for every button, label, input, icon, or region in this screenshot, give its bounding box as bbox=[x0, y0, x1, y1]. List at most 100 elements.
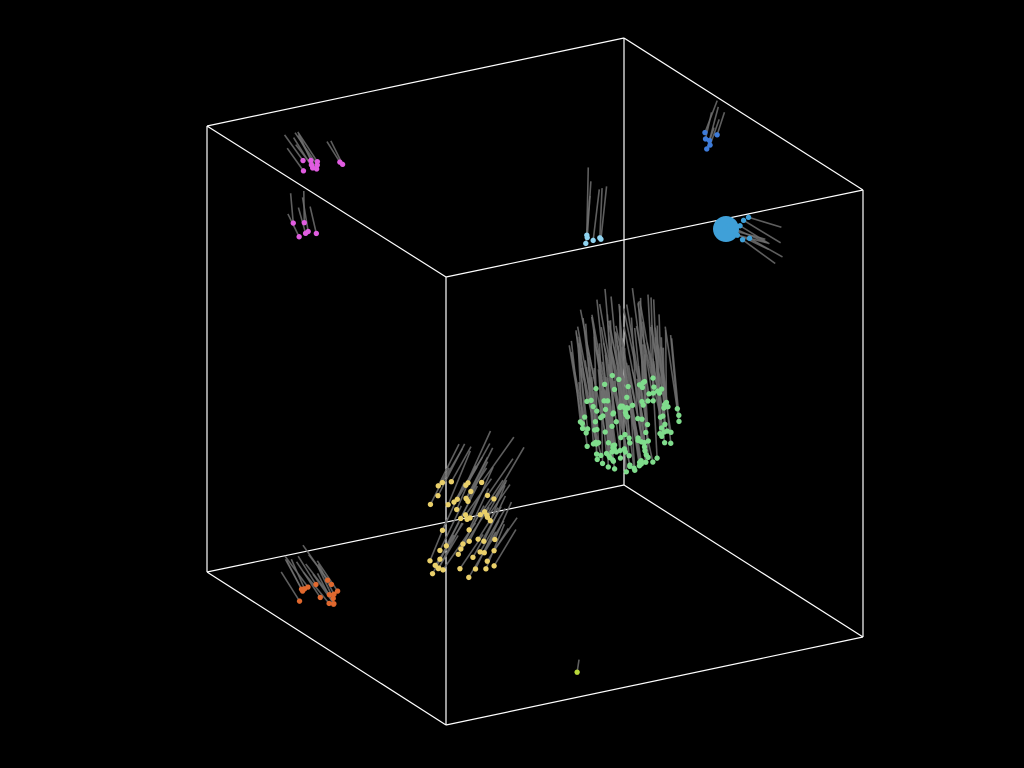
particle-point bbox=[658, 425, 665, 431]
particle-point bbox=[300, 157, 306, 164]
particle-point bbox=[635, 415, 641, 422]
particle-point bbox=[475, 536, 481, 542]
particle-point bbox=[613, 419, 619, 425]
particle-point bbox=[466, 527, 472, 533]
particle-trail bbox=[606, 314, 614, 414]
particle-point bbox=[313, 581, 319, 588]
particle-point bbox=[654, 455, 660, 461]
particle-trail bbox=[464, 478, 493, 516]
green-cluster bbox=[577, 372, 682, 475]
particle-point bbox=[302, 230, 309, 237]
blue-cluster bbox=[702, 129, 720, 152]
particle-point bbox=[334, 588, 341, 594]
particle-point bbox=[296, 234, 302, 240]
particle-point bbox=[458, 515, 464, 522]
particle-point bbox=[658, 386, 665, 392]
particle-point bbox=[625, 383, 631, 390]
particle-trail bbox=[429, 517, 449, 562]
particle-point bbox=[484, 512, 490, 518]
particle-point bbox=[660, 413, 666, 419]
particle-point bbox=[610, 457, 616, 463]
particle-trail bbox=[621, 346, 626, 449]
particle-point bbox=[643, 429, 649, 436]
particle-point bbox=[437, 556, 443, 562]
particle-trail bbox=[280, 571, 301, 602]
particle-trail bbox=[641, 321, 649, 402]
front-bottom-edge bbox=[445, 636, 864, 726]
particle-point bbox=[301, 219, 307, 226]
particle-point bbox=[746, 235, 753, 242]
cyan-cluster bbox=[583, 232, 604, 247]
particle-point bbox=[650, 375, 656, 381]
sky-blue-cluster-trails bbox=[724, 216, 783, 265]
particle-point bbox=[435, 492, 441, 499]
particle-trail bbox=[493, 446, 525, 500]
particle-point bbox=[439, 479, 446, 486]
particle-point bbox=[457, 565, 463, 572]
particle-point bbox=[574, 669, 580, 675]
particle-point bbox=[448, 479, 455, 485]
particle-trail bbox=[637, 301, 644, 383]
particle-point bbox=[326, 600, 332, 607]
particle-point bbox=[674, 406, 681, 412]
particle-point bbox=[676, 418, 682, 425]
particle-point bbox=[604, 398, 611, 404]
particle-point bbox=[584, 426, 591, 432]
particle-point bbox=[435, 565, 441, 572]
particle-point bbox=[639, 384, 646, 391]
particle-trail bbox=[284, 558, 304, 592]
particle-point bbox=[617, 455, 624, 461]
particle-point bbox=[437, 547, 443, 554]
particle-point bbox=[605, 440, 612, 446]
particle-trail bbox=[445, 504, 469, 547]
particle-point bbox=[632, 467, 638, 473]
particle-trail bbox=[468, 508, 487, 542]
particle-point bbox=[590, 403, 596, 410]
particle-point bbox=[732, 230, 739, 237]
right-bottom-edge bbox=[623, 484, 864, 638]
particle-point bbox=[627, 462, 633, 468]
particle-point bbox=[592, 419, 599, 425]
particle-point bbox=[577, 419, 584, 425]
particle-trail bbox=[441, 448, 464, 483]
cyan-cluster-trails bbox=[585, 167, 608, 244]
particle-point bbox=[296, 598, 303, 604]
particle-point bbox=[646, 391, 652, 397]
particle-point bbox=[623, 469, 630, 475]
orange-cluster-trails bbox=[280, 544, 339, 605]
particle-point bbox=[491, 563, 497, 569]
particle-trail bbox=[748, 216, 782, 228]
particle-trail bbox=[447, 450, 472, 506]
particle-point bbox=[702, 129, 708, 136]
particle-point bbox=[627, 440, 633, 446]
particle-trail bbox=[735, 232, 770, 251]
particle-trail bbox=[467, 461, 489, 502]
particle-trail bbox=[486, 484, 511, 518]
particle-trail bbox=[437, 535, 459, 569]
particle-point bbox=[468, 488, 474, 495]
particle-trail bbox=[599, 188, 603, 238]
magenta-cluster bbox=[300, 157, 346, 174]
particle-point bbox=[484, 492, 491, 499]
particle-point bbox=[599, 460, 606, 467]
particle-trail bbox=[479, 479, 504, 516]
particle-point bbox=[609, 423, 615, 429]
particle-point bbox=[621, 446, 628, 452]
particle-point bbox=[300, 168, 307, 174]
particle-trail bbox=[637, 303, 654, 401]
particle-point bbox=[611, 466, 618, 472]
particle-trail bbox=[297, 207, 307, 234]
particle-trail bbox=[716, 112, 726, 136]
particle-point bbox=[602, 406, 609, 413]
particle-trail bbox=[479, 508, 507, 553]
particle-point bbox=[626, 452, 632, 459]
particle-point bbox=[462, 512, 469, 518]
particle-trail bbox=[739, 225, 770, 245]
particle-point bbox=[609, 372, 616, 379]
yellow-cluster bbox=[427, 479, 498, 581]
particle-point bbox=[483, 566, 489, 572]
particle-trail bbox=[297, 555, 317, 585]
particle-trail bbox=[493, 529, 517, 567]
particle-point bbox=[290, 220, 296, 226]
